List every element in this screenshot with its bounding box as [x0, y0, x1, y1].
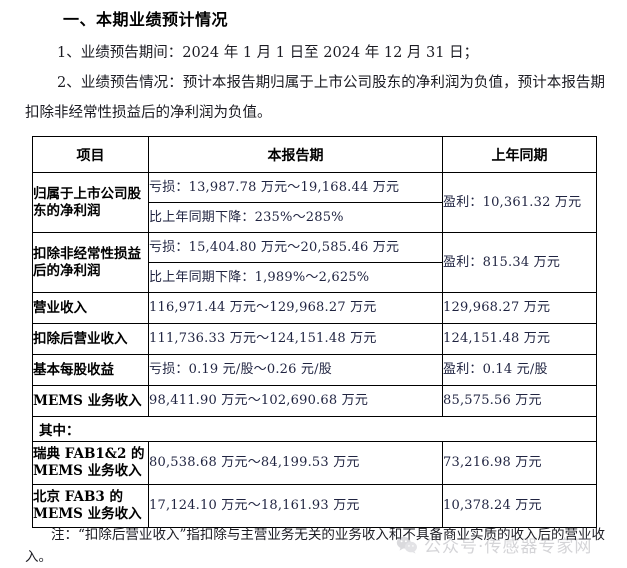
- row-prior-net-profit: 盈利：10,361.32 万元: [442, 172, 597, 233]
- row-prior-mems-revenue: 85,575.56 万元: [442, 385, 597, 417]
- row-value-sweden-fab-mems: 80,538.68 万元～84,199.53 万元: [148, 441, 443, 485]
- table-header-row: 项目 本报告期 上年同期: [32, 136, 597, 173]
- row-value-beijing-fab-mems: 17,124.10 万元～18,161.93 万元: [148, 484, 443, 528]
- row-value-net-profit-loss: 亏损：13,987.78 万元～19,168.44 万元: [148, 172, 443, 203]
- row-label-beijing-fab-line2: MEMS 业务收入: [33, 506, 142, 522]
- table-subheader-row: 其中：: [32, 416, 597, 442]
- table-row: 营业收入 116,971.44 万元～129,968.27 万元 129,968…: [32, 292, 597, 324]
- row-prior-basic-eps: 盈利：0.14 元/股: [442, 354, 597, 386]
- row-prior-adjusted-revenue: 124,151.48 万元: [442, 323, 597, 355]
- table-row: 比上年同期下降：235%～285%: [33, 202, 597, 233]
- row-label-mems-revenue: MEMS 业务收入: [32, 385, 149, 417]
- table-row: 瑞典 FAB1&2 的 MEMS 业务收入 80,538.68 万元～84,19…: [32, 441, 597, 485]
- table-footnote: 注：“扣除后营业收入”指扣除与主营业务无关的业务收入和不具备商业实质的收入后的营…: [25, 527, 605, 565]
- row-label-sweden-fab-line2: MEMS 业务收入: [33, 463, 142, 479]
- row-value-adjusted-revenue: 111,736.33 万元～124,151.48 万元: [148, 323, 443, 355]
- row-value-operating-revenue: 116,971.44 万元～129,968.27 万元: [148, 292, 443, 324]
- row-label-net-profit: 归属于上市公司股东的净利润: [32, 172, 149, 233]
- row-label-beijing-fab-mems: 北京 FAB3 的 MEMS 业务收入: [32, 484, 149, 528]
- row-prior-operating-revenue: 129,968.27 万元: [442, 292, 597, 324]
- row-value-net-profit-change: 比上年同期下降：235%～285%: [148, 202, 443, 233]
- column-header-current-period: 本报告期: [148, 136, 443, 173]
- section-heading: 一、本期业绩预计情况: [63, 10, 229, 29]
- paragraph-forecast-summary: 2、业绩预告情况：预计本报告期归属于上市公司股东的净利润为负值，预计本报告期扣除…: [25, 75, 605, 121]
- row-value-mems-revenue: 98,411.90 万元～102,690.68 万元: [148, 385, 443, 417]
- subheader-label: 其中：: [32, 416, 597, 442]
- row-prior-sweden-fab-mems: 73,216.98 万元: [442, 441, 597, 485]
- row-label-operating-revenue: 营业收入: [32, 292, 149, 324]
- row-prior-beijing-fab-mems: 10,378.24 万元: [442, 484, 597, 528]
- row-label-net-profit-exclusive: 扣除非经常性损益后的净利润: [32, 232, 149, 293]
- table-row: 扣除非经常性损益后的净利润 亏损：15,404.80 万元～20,585.46 …: [32, 232, 597, 293]
- row-value-net-profit-exclusive-loss: 亏损：15,404.80 万元～20,585.46 万元: [148, 232, 443, 263]
- table-row: 归属于上市公司股东的净利润 亏损：13,987.78 万元～19,168.44 …: [32, 172, 597, 233]
- paragraph-reporting-period: 1、业绩预告期间：2024 年 1 月 1 日至 2024 年 12 月 31 …: [57, 45, 479, 61]
- row-label-beijing-fab-line1: 北京 FAB3 的: [33, 489, 123, 505]
- row-label-sweden-fab-mems: 瑞典 FAB1&2 的 MEMS 业务收入: [32, 441, 149, 485]
- row-label-sweden-fab-line1: 瑞典 FAB1&2 的: [33, 446, 145, 462]
- earnings-forecast-table: 项目 本报告期 上年同期 归属于上市公司股东的净利润 亏损：13,987.78 …: [32, 136, 597, 528]
- row-prior-net-profit-exclusive: 盈利：815.34 万元: [442, 232, 597, 293]
- table-row: 扣除后营业收入 111,736.33 万元～124,151.48 万元 124,…: [32, 323, 597, 355]
- column-header-item: 项目: [32, 136, 149, 173]
- table-row: 比上年同期下降：1,989%～2,625%: [33, 262, 597, 293]
- column-header-prior-period: 上年同期: [442, 136, 597, 173]
- table-row: 北京 FAB3 的 MEMS 业务收入 17,124.10 万元～18,161.…: [32, 484, 597, 528]
- table-row: 基本每股收益 亏损：0.19 元/股～0.26 元/股 盈利：0.14 元/股: [32, 354, 597, 386]
- row-label-adjusted-revenue: 扣除后营业收入: [32, 323, 149, 355]
- row-label-basic-eps: 基本每股收益: [32, 354, 149, 386]
- row-value-basic-eps: 亏损：0.19 元/股～0.26 元/股: [148, 354, 443, 386]
- row-value-net-profit-exclusive-change: 比上年同期下降：1,989%～2,625%: [148, 262, 443, 293]
- table-row: MEMS 业务收入 98,411.90 万元～102,690.68 万元 85,…: [32, 385, 597, 417]
